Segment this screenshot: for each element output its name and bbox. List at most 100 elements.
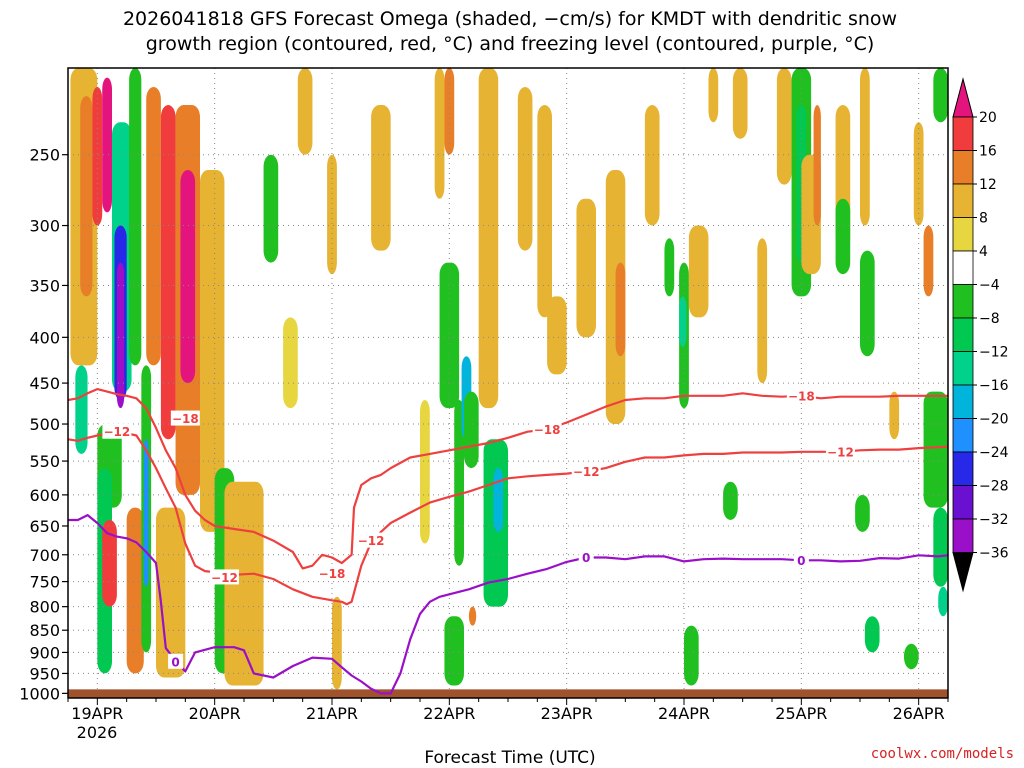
omega-patch-69	[904, 643, 919, 670]
omega-patch-44	[576, 198, 596, 338]
grid-lines	[68, 68, 948, 698]
ground-fill	[68, 689, 948, 698]
omega-patch-42	[537, 105, 552, 318]
y-tick-label-3: 400	[29, 328, 60, 347]
contour-label-0: −18	[172, 412, 199, 426]
omega-patch-38	[478, 68, 499, 409]
colorbar-label-8: −16	[979, 378, 1009, 394]
y-tick-label-1: 300	[29, 217, 60, 236]
omega-patch-67	[855, 494, 870, 532]
omega-patch-71	[923, 225, 934, 297]
omega-patch-72	[923, 391, 948, 508]
credit-label: coolwx.com/models	[871, 746, 1014, 762]
x-tick-label-6: 25APR	[775, 704, 827, 723]
colorbar-bin-3	[952, 217, 974, 252]
colorbar-bin-5	[952, 284, 974, 319]
x-tick-label-0: 19APR	[71, 704, 123, 723]
y-tick-label-10: 750	[29, 573, 60, 592]
omega-patch-33	[444, 616, 464, 686]
colorbar-bin-9	[952, 418, 974, 453]
omega-patch-46	[615, 262, 626, 357]
omega-patch-47	[644, 105, 660, 226]
y-tick-label-14: 950	[29, 664, 60, 683]
omega-patch-29	[420, 399, 430, 544]
colorbar-bin-7	[952, 351, 974, 386]
omega-patch-9	[129, 68, 142, 366]
omega-patch-53	[708, 68, 719, 123]
contour-label-3: −18	[788, 389, 815, 403]
colorbar-label-10: −24	[979, 445, 1009, 461]
contour-label-bg-7	[571, 463, 601, 479]
contour-label-10: 0	[582, 551, 590, 565]
omega-patch-52	[688, 225, 709, 318]
contour-label-bg-8	[825, 443, 855, 459]
omega-patch-14	[143, 439, 149, 587]
omega-patch-30	[434, 68, 445, 199]
contour-label-11: 0	[797, 554, 805, 568]
omega-patch-55	[732, 68, 748, 139]
colorbar-bin-0	[952, 116, 974, 151]
omega-patch-48	[664, 238, 675, 297]
y-tick-label-15: 1000	[19, 684, 60, 703]
colorbar-label-11: −28	[979, 479, 1009, 495]
x-tick-label-1: 20APR	[189, 704, 241, 723]
ground-layer	[68, 689, 948, 698]
omega-patch-4	[75, 365, 88, 454]
contour-line-0	[68, 388, 948, 570]
omega-patch-64	[860, 68, 870, 226]
contour-label-bg-11	[793, 552, 809, 568]
omega-patch-34	[454, 399, 464, 566]
x-axis-year-label: 2026	[77, 723, 118, 742]
y-tick-label-2: 350	[29, 276, 60, 295]
chart-title-line-2: growth region (contoured, red, °C) and f…	[146, 33, 875, 55]
contour-label-bg-4	[102, 423, 132, 439]
omega-patch-1	[80, 96, 93, 297]
omega-patch-61	[813, 105, 821, 226]
contour-label-1: −18	[319, 567, 346, 581]
omega-patch-8	[116, 262, 125, 409]
omega-patch-51	[684, 625, 699, 686]
omega-patch-54	[723, 481, 738, 520]
omega-patch-37	[468, 606, 477, 626]
contour-label-4: −12	[104, 425, 131, 439]
colorbar-label-4: 4	[979, 244, 988, 260]
contour-line-2	[68, 514, 948, 695]
omega-patch-12	[126, 507, 144, 674]
contour-label-8: −12	[827, 445, 854, 459]
omega-patch-16	[160, 105, 176, 440]
contour-label-bg-9	[168, 653, 184, 669]
contour-label-2: −18	[534, 423, 561, 437]
omega-patch-41	[517, 86, 533, 251]
colorbar-label-12: −32	[979, 512, 1009, 528]
contour-label-bg-6	[356, 532, 386, 548]
chart-title-line-1: 2026041818 GFS Forecast Omega (shaded, −…	[123, 8, 897, 30]
colorbar-label-2: 12	[979, 177, 997, 193]
colorbar-label-3: 8	[979, 211, 988, 227]
omega-patch-3	[102, 77, 112, 213]
omega-patch-32	[444, 68, 455, 155]
x-tick-label-3: 22APR	[423, 704, 475, 723]
contour-label-bg-0	[170, 410, 200, 426]
colorbar-label-9: −20	[979, 412, 1009, 428]
contour-label-bg-3	[786, 387, 816, 403]
colorbar-bottom-arrow	[952, 552, 974, 593]
x-tick-label-4: 23APR	[541, 704, 593, 723]
omega-patch-68	[889, 391, 900, 440]
omega-patch-25	[297, 68, 313, 155]
contour-label-bg-1	[317, 565, 347, 581]
omega-patch-36	[464, 391, 479, 469]
y-tick-label-0: 250	[29, 146, 60, 165]
y-tick-label-7: 600	[29, 486, 60, 505]
x-axis-title: Forecast Time (UTC)	[424, 748, 595, 768]
colorbar-bin-1	[952, 150, 974, 185]
y-tick-label-4: 450	[29, 374, 60, 393]
colorbar-bin-6	[952, 317, 974, 352]
contour-label-bg-10	[578, 549, 594, 565]
omega-patch-50	[679, 296, 687, 347]
y-tick-label-9: 700	[29, 546, 60, 565]
y-axis: 250 300 350 400 450 500 550 600 650 700 750 800 850 9…	[19, 146, 68, 703]
contour-line-1	[68, 430, 948, 606]
colorbar-label-7: −12	[979, 345, 1009, 361]
omega-patch-74	[933, 507, 948, 587]
x-tick-label-7: 26APR	[893, 704, 945, 723]
